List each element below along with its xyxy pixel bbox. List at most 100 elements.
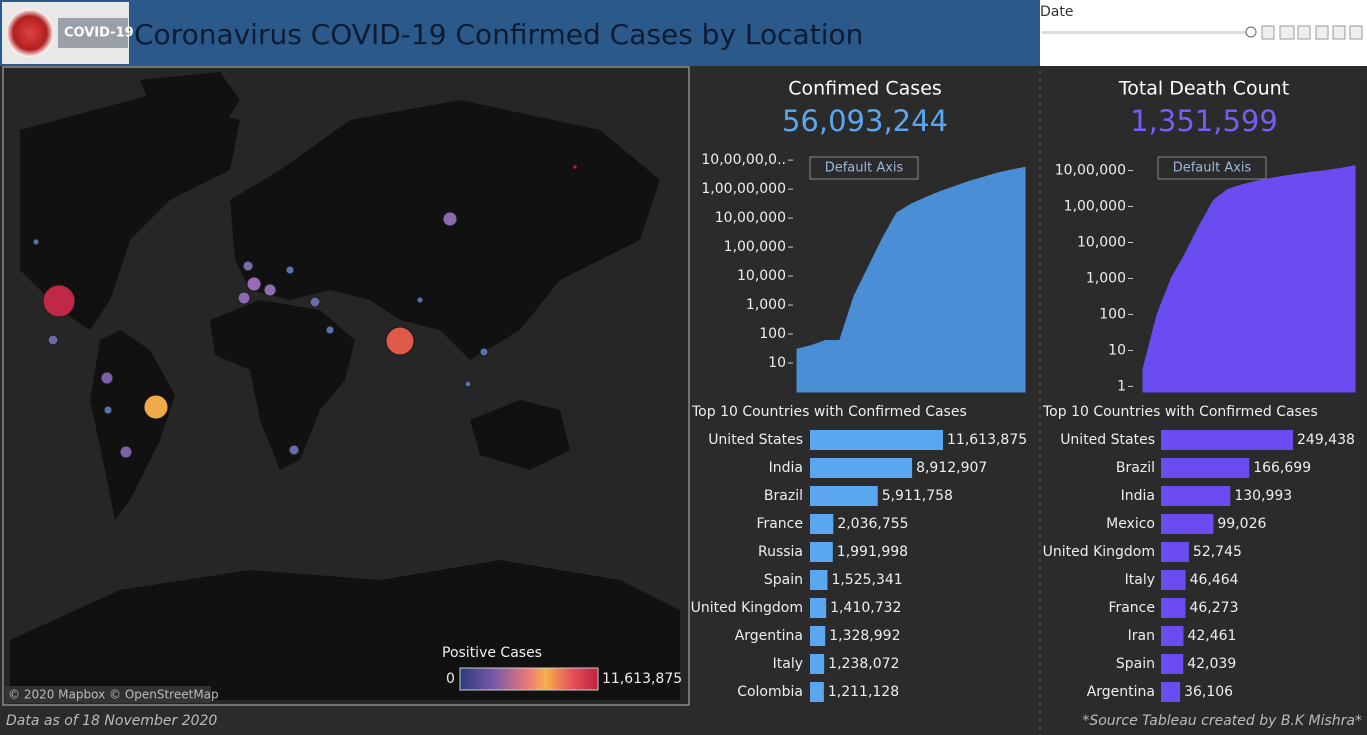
- value-label: 11,613,875: [947, 432, 1027, 448]
- category-label: Russia: [758, 544, 803, 560]
- bar: [810, 570, 828, 590]
- legend-gradient: [459, 667, 599, 691]
- bar: [1161, 430, 1293, 450]
- y-tick-label: 1,00,000: [724, 239, 786, 255]
- bar: [1161, 598, 1186, 618]
- axis-button[interactable]: [1157, 156, 1267, 180]
- value-label: 52,745: [1193, 544, 1242, 560]
- map-bubbles: [32, 164, 578, 459]
- y-tick-label: 1,000: [746, 297, 786, 313]
- bar: [810, 430, 943, 450]
- attribution-bg: [5, 686, 211, 703]
- footer-source: *Source Tableau created by B.K Mishra*: [1082, 713, 1362, 729]
- value-label: 166,699: [1253, 460, 1311, 476]
- logo-virus: [6, 9, 54, 57]
- value-label: 8,912,907: [916, 460, 987, 476]
- speed-fast[interactable]: [1349, 25, 1363, 40]
- y-tick-label: 10: [768, 355, 786, 371]
- bar: [1161, 486, 1231, 506]
- prev-button[interactable]: [1261, 25, 1275, 40]
- bar: [1161, 570, 1186, 590]
- category-label: France: [1108, 600, 1155, 616]
- value-label: 5,911,758: [882, 488, 953, 504]
- kpi-title: Total Death Count: [1118, 78, 1289, 100]
- filter-label: Date: [1040, 4, 1073, 20]
- y-tick-label: 10,00,00,0..: [701, 152, 786, 168]
- bar: [1161, 458, 1250, 478]
- play-button[interactable]: [1279, 25, 1295, 40]
- area: [1142, 165, 1356, 393]
- slider-handle[interactable]: [1245, 26, 1257, 38]
- y-tick-label: 10,00,000: [715, 210, 786, 226]
- category-label: Argentina: [1087, 684, 1155, 700]
- axis-button-label[interactable]: Default Axis: [1173, 161, 1252, 176]
- category-label: United Kingdom: [1043, 544, 1155, 560]
- y-tick-label: 10,00,000: [1055, 163, 1126, 179]
- value-label: 2,036,755: [837, 516, 908, 532]
- bar: [810, 598, 827, 618]
- y-tick-label: 1,00,00,000: [701, 181, 786, 197]
- category-label: Spain: [764, 572, 803, 588]
- bar: [810, 542, 833, 562]
- value-label: 1,328,992: [829, 628, 900, 644]
- kpi-value: 1,351,599: [1130, 104, 1278, 138]
- category-label: Mexico: [1106, 516, 1155, 532]
- area: [796, 166, 1026, 393]
- next-button[interactable]: [1297, 25, 1311, 40]
- attribution: © 2020 Mapbox © OpenStreetMap: [8, 688, 219, 702]
- value-label: 42,461: [1187, 628, 1236, 644]
- bar: [810, 486, 878, 506]
- kpi-value: 56,093,244: [782, 104, 948, 138]
- slider-track[interactable]: [1042, 31, 1250, 34]
- y-tick-label: 1: [1117, 378, 1126, 394]
- category-label: Argentina: [735, 628, 803, 644]
- bar: [810, 682, 824, 702]
- value-label: 1,238,072: [828, 656, 899, 672]
- bar: [1161, 514, 1214, 534]
- y-tick-label: 10,000: [737, 268, 786, 284]
- chart-title: Top 10 Countries with Confirmed Cases: [691, 404, 967, 420]
- value-label: 1,525,341: [831, 572, 902, 588]
- axis-button-label[interactable]: Default Axis: [825, 161, 904, 176]
- category-label: Colombia: [737, 684, 803, 700]
- speed-slow[interactable]: [1315, 25, 1329, 40]
- value-label: 1,410,732: [830, 600, 901, 616]
- category-label: Iran: [1128, 628, 1155, 644]
- value-label: 1,211,128: [828, 684, 899, 700]
- footer-note: Data as of 18 November 2020: [6, 713, 217, 729]
- y-tick-label: 10: [1108, 342, 1126, 358]
- bar: [1161, 654, 1184, 674]
- bar: [1161, 542, 1189, 562]
- value-label: 249,438: [1297, 432, 1355, 448]
- logo-text: COVID-19: [64, 26, 134, 41]
- page-title: Coronavirus COVID-19 Confirmed Cases by …: [134, 18, 863, 51]
- value-label: 130,993: [1234, 488, 1292, 504]
- category-label: United States: [708, 432, 803, 448]
- value-label: 42,039: [1187, 656, 1236, 672]
- value-label: 46,273: [1189, 600, 1238, 616]
- y-tick-label: 1,00,000: [1064, 199, 1126, 215]
- y-tick-label: 100: [759, 326, 786, 342]
- bar: [810, 626, 826, 646]
- value-label: 99,026: [1217, 516, 1266, 532]
- y-tick-label: 10,000: [1077, 234, 1126, 250]
- legend-title: Positive Cases: [442, 645, 542, 661]
- category-label: United States: [1060, 432, 1155, 448]
- legend-max: 11,613,875: [602, 671, 682, 687]
- category-label: India: [769, 460, 803, 476]
- y-tick-label: 100: [1099, 306, 1126, 322]
- category-label: Italy: [773, 656, 803, 672]
- map[interactable]: Positive Cases 0 11,613,875 © 2020 Mapbo…: [2, 66, 690, 706]
- value-label: 1,991,998: [837, 544, 908, 560]
- axis-button[interactable]: [809, 156, 919, 180]
- bar: [1161, 626, 1184, 646]
- legend-min: 0: [446, 671, 455, 687]
- land: [10, 72, 680, 700]
- speed-medium[interactable]: [1332, 25, 1346, 40]
- chart-title: Top 10 Countries with Confirmed Cases: [1042, 404, 1318, 420]
- value-label: 46,464: [1190, 572, 1239, 588]
- bar: [810, 514, 834, 534]
- y-tick-label: 1,000: [1086, 270, 1126, 286]
- header-bar: [0, 0, 1040, 66]
